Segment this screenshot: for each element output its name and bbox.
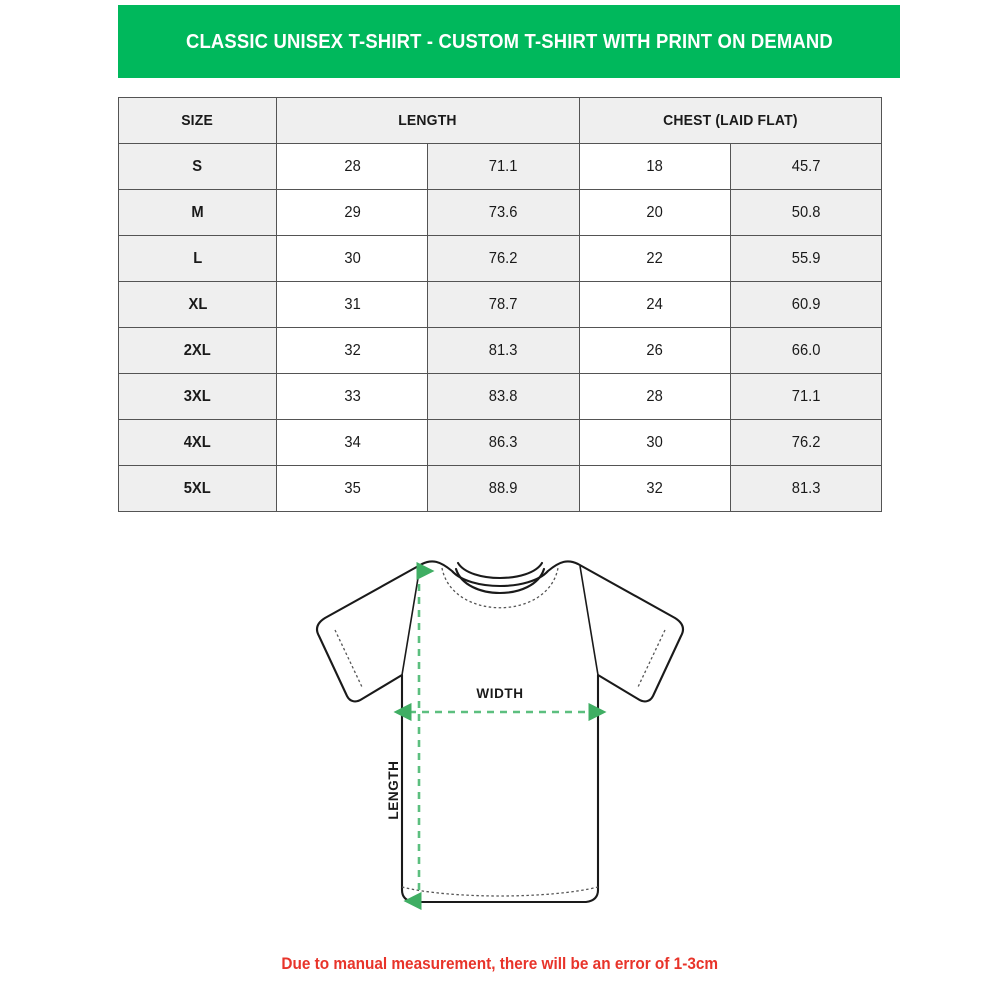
cell-length-in: 32: [275, 327, 429, 374]
cell-size: 4XL: [118, 419, 277, 466]
column-header-length: LENGTH: [276, 97, 580, 144]
cell-chest-cm: 55.9: [729, 235, 883, 282]
table-row: 4XL 34 86.3 30 76.2: [118, 419, 883, 466]
cell-length-in: 29: [275, 189, 429, 236]
cell-size: S: [118, 143, 277, 190]
column-header-size: SIZE: [118, 97, 277, 144]
cell-length-cm: 86.3: [427, 419, 580, 466]
width-label: WIDTH: [476, 686, 523, 701]
cell-chest-in: 18: [578, 143, 731, 190]
cell-length-in: 33: [275, 373, 429, 420]
table-body: S 28 71.1 18 45.7 M 29 73.6 20 50.8 L 30…: [118, 143, 883, 512]
column-header-chest: CHEST (LAID FLAT): [578, 97, 882, 144]
cell-chest-in: 26: [578, 327, 731, 374]
table-header-row: SIZE LENGTH CHEST (LAID FLAT): [118, 97, 882, 144]
table-row: 5XL 35 88.9 32 81.3: [118, 465, 883, 512]
table-row: XL 31 78.7 24 60.9: [118, 281, 883, 328]
page-title: CLASSIC UNISEX T-SHIRT - CUSTOM T-SHIRT …: [185, 29, 833, 53]
length-label: LENGTH: [386, 760, 401, 819]
cell-length-in: 31: [275, 281, 429, 328]
cell-length-cm: 83.8: [427, 373, 580, 420]
cell-length-cm: 73.6: [427, 189, 580, 236]
cell-length-cm: 81.3: [427, 327, 580, 374]
cell-size: L: [118, 235, 277, 282]
table-row: L 30 76.2 22 55.9: [118, 235, 883, 282]
cell-size: 3XL: [118, 373, 277, 420]
cell-chest-cm: 71.1: [729, 373, 883, 420]
cell-chest-cm: 50.8: [729, 189, 883, 236]
cell-length-in: 35: [275, 465, 429, 512]
tshirt-diagram: WIDTH LENGTH: [290, 535, 710, 935]
cell-length-cm: 88.9: [427, 465, 580, 512]
cell-chest-in: 22: [578, 235, 731, 282]
table-row: 3XL 33 83.8 28 71.1: [118, 373, 883, 420]
tshirt-outline-icon: [315, 560, 685, 904]
cell-chest-in: 24: [578, 281, 731, 328]
cell-length-cm: 71.1: [427, 143, 580, 190]
cell-chest-in: 30: [578, 419, 731, 466]
cell-length-in: 28: [275, 143, 429, 190]
cell-chest-cm: 66.0: [729, 327, 883, 374]
cell-size: 2XL: [118, 327, 277, 374]
cell-chest-cm: 81.3: [729, 465, 883, 512]
cell-size: M: [118, 189, 277, 236]
cell-chest-cm: 76.2: [729, 419, 883, 466]
cell-length-cm: 76.2: [427, 235, 580, 282]
cell-length-in: 30: [275, 235, 429, 282]
cell-size: 5XL: [118, 465, 277, 512]
cell-length-in: 34: [275, 419, 429, 466]
cell-chest-in: 28: [578, 373, 731, 420]
cell-length-cm: 78.7: [427, 281, 580, 328]
cell-chest-cm: 45.7: [729, 143, 883, 190]
cell-chest-cm: 60.9: [729, 281, 883, 328]
size-chart-table: SIZE LENGTH CHEST (LAID FLAT) S 28 71.1 …: [118, 97, 883, 512]
cell-size: XL: [118, 281, 277, 328]
page-title-banner: CLASSIC UNISEX T-SHIRT - CUSTOM T-SHIRT …: [118, 5, 900, 78]
table-row: M 29 73.6 20 50.8: [118, 189, 883, 236]
table-row: 2XL 32 81.3 26 66.0: [118, 327, 883, 374]
cell-chest-in: 20: [578, 189, 731, 236]
cell-chest-in: 32: [578, 465, 731, 512]
measurement-disclaimer: Due to manual measurement, there will be…: [281, 955, 719, 973]
table-row: S 28 71.1 18 45.7: [118, 143, 883, 190]
